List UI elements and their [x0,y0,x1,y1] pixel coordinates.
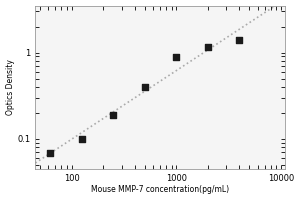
Point [47,152,52,155]
Point [206,46,210,49]
Point [142,85,147,88]
Point [111,113,116,116]
Point [174,56,179,59]
Point [80,137,84,140]
Y-axis label: Optics Density: Optics Density [6,59,15,115]
Point [237,39,242,42]
X-axis label: Mouse MMP-7 concentration(pg/mL): Mouse MMP-7 concentration(pg/mL) [91,185,230,194]
